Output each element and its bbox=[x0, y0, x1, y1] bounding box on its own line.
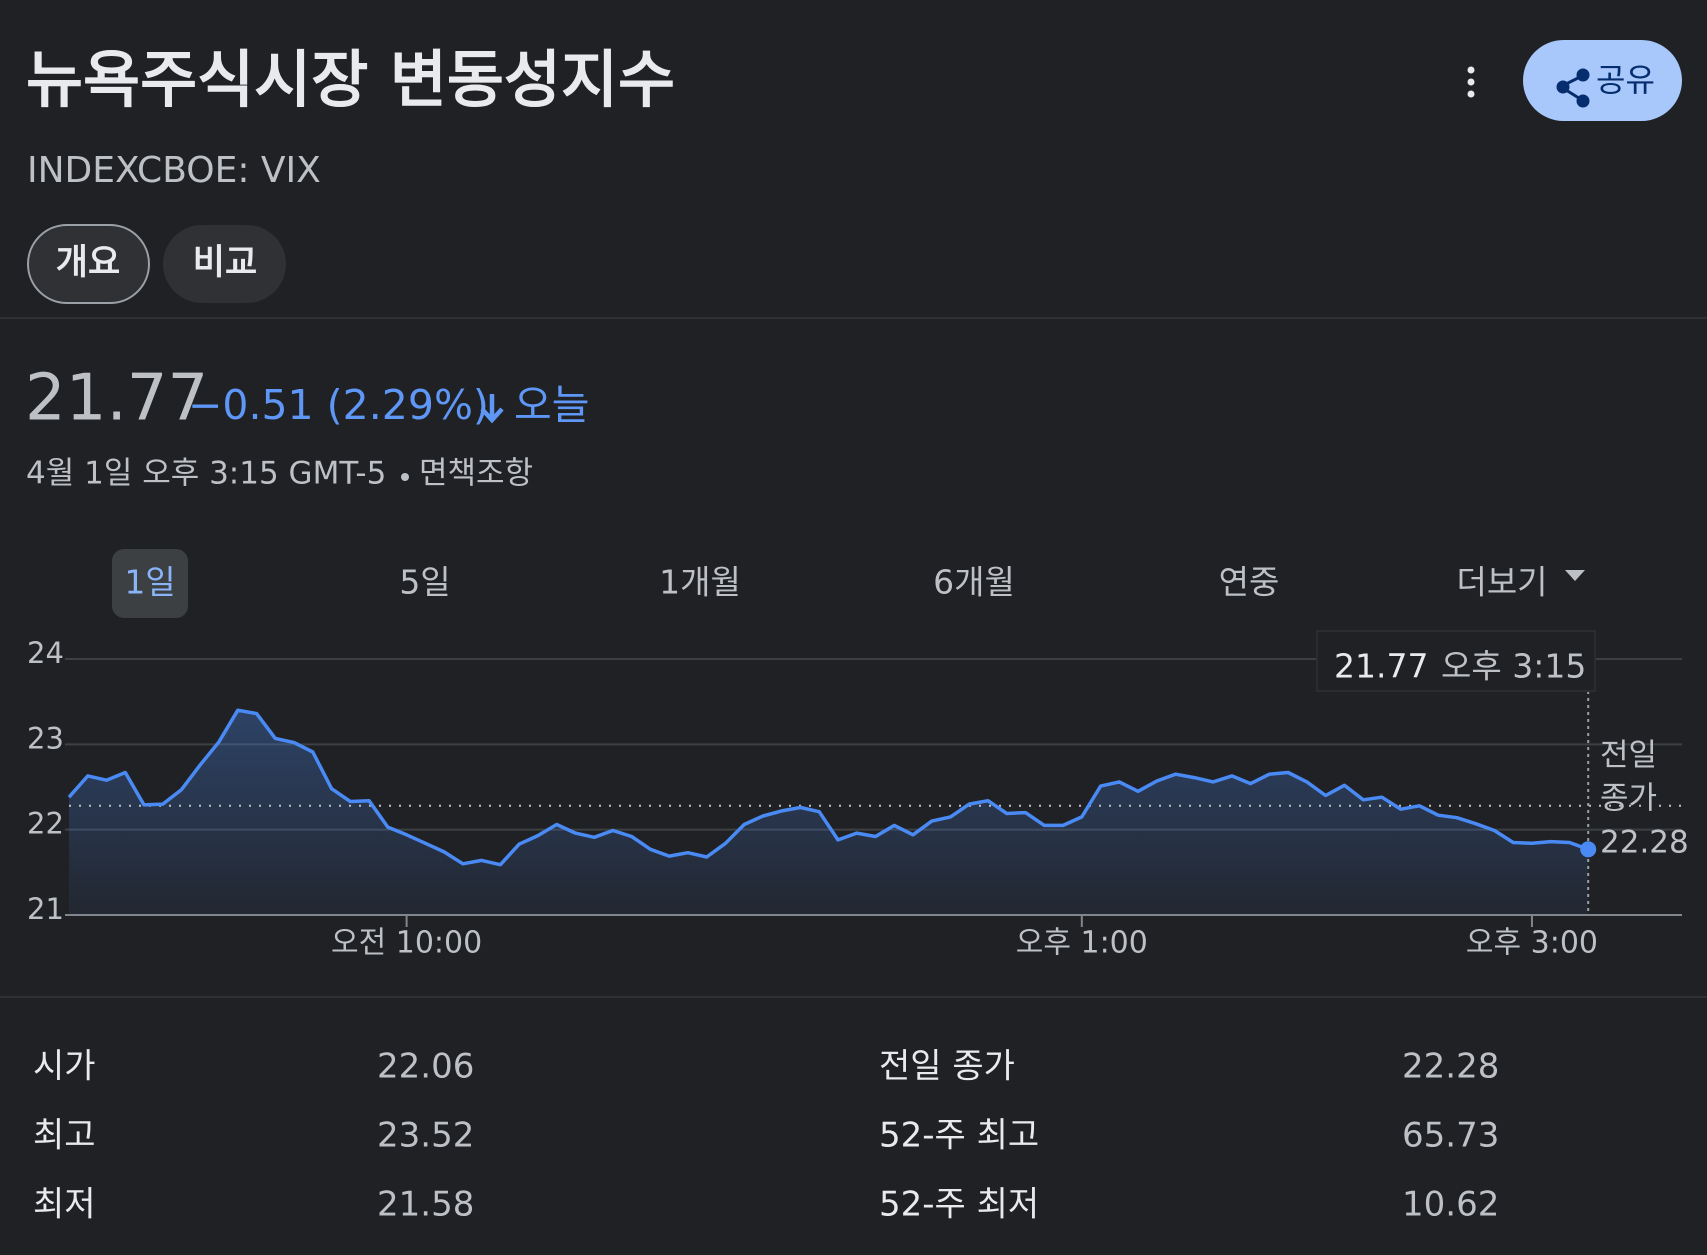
y-tick-label: 22 bbox=[27, 807, 64, 841]
tooltip bbox=[1316, 630, 1596, 692]
stat-label: 최저 bbox=[33, 1185, 96, 1225]
chart: 21 22 23 24 오전 10:00 오후 1:00 오후 3:00 21.77 오후 3:… bbox=[27, 630, 1689, 961]
stat-label: 52-주 최고 bbox=[879, 1116, 1039, 1156]
period: 오늘 bbox=[514, 381, 589, 429]
tab-compare[interactable]: 비교 bbox=[163, 225, 286, 303]
y-tick-label: 24 bbox=[27, 636, 64, 670]
stat-value: 22.06 bbox=[377, 1047, 474, 1087]
range-option[interactable]: 6개월 bbox=[933, 563, 1015, 602]
stats-table: 시가 22.06 전일 종가 22.28 최고 23.52 52-주 최고 65.73 최저 21… bbox=[33, 1047, 1499, 1225]
tab-overview[interactable]: 개요 bbox=[27, 224, 150, 304]
area bbox=[69, 710, 1589, 915]
y-tick-label: 21 bbox=[27, 892, 64, 926]
range-selector: 1일 5일 1개월 6개월 연중 더보기 bbox=[124, 563, 1547, 602]
stat-value: 23.52 bbox=[377, 1116, 474, 1156]
title: 뉴욕주식시장 변동성지수 bbox=[26, 43, 675, 116]
stat-value: 22.28 bbox=[1402, 1047, 1499, 1087]
down-arrow bbox=[480, 394, 504, 424]
x-tick-label: 오후 1:00 bbox=[1016, 926, 1148, 961]
previous-close-label: 종가 bbox=[1600, 781, 1657, 817]
stat-value: 65.73 bbox=[1402, 1116, 1499, 1156]
range-selected bbox=[112, 549, 188, 618]
stat-label: 52-주 최저 bbox=[879, 1185, 1039, 1225]
tooltip-value: 21.77 bbox=[1334, 647, 1428, 686]
range-option[interactable]: 더보기 bbox=[1456, 563, 1547, 602]
share-label: 공유 bbox=[1596, 61, 1655, 99]
price-line bbox=[67, 708, 1589, 867]
tab-label: 개요 bbox=[56, 243, 120, 283]
previous-close-label: 전일 bbox=[1600, 738, 1657, 774]
tooltip-time: 오후 3:15 bbox=[1441, 647, 1586, 686]
range-option[interactable]: 5일 bbox=[399, 563, 450, 602]
range-option[interactable]: 1일 bbox=[124, 563, 175, 602]
price: 21.77 bbox=[25, 362, 208, 436]
price-change: −0.51 (2.29%) bbox=[188, 381, 489, 429]
range-option[interactable]: 1개월 bbox=[659, 563, 741, 602]
share-button[interactable]: 공유 bbox=[1523, 40, 1682, 121]
x-tick-label: 오전 10:00 bbox=[331, 926, 482, 961]
tab-label: 비교 bbox=[193, 243, 257, 283]
previous-close-value: 22.28 bbox=[1600, 825, 1689, 861]
stat-label: 시가 bbox=[33, 1047, 96, 1087]
stat-value: 21.58 bbox=[377, 1185, 474, 1225]
stat-label: 전일 종가 bbox=[879, 1047, 1015, 1087]
x-tick-label: 오후 3:00 bbox=[1466, 926, 1598, 961]
stat-value: 10.62 bbox=[1402, 1185, 1499, 1225]
last-point bbox=[1580, 841, 1597, 858]
dropdown-caret bbox=[1565, 570, 1585, 581]
ticker: INDEXCBOE: VIX bbox=[27, 150, 321, 191]
separator-dot bbox=[401, 473, 409, 481]
disclaimer[interactable]: 면책조항 bbox=[419, 456, 533, 492]
more-menu[interactable] bbox=[1467, 66, 1475, 98]
range-option[interactable]: 연중 bbox=[1219, 563, 1280, 602]
timestamp: 4월 1일 오후 3:15 GMT-5 bbox=[26, 456, 386, 492]
stat-label: 최고 bbox=[33, 1116, 96, 1156]
y-tick-label: 23 bbox=[27, 721, 64, 755]
